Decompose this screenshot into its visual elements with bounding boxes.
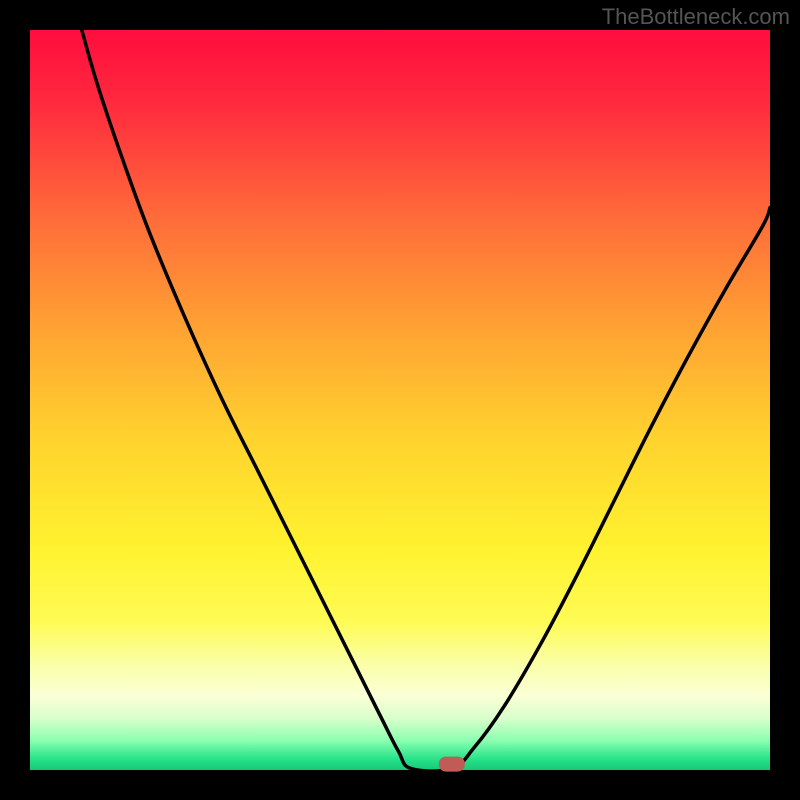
plot-background — [30, 30, 770, 770]
chart-container: TheBottleneck.com — [0, 0, 800, 800]
watermark-text: TheBottleneck.com — [602, 4, 790, 30]
chart-svg — [0, 0, 800, 800]
bottleneck-marker — [439, 757, 465, 772]
